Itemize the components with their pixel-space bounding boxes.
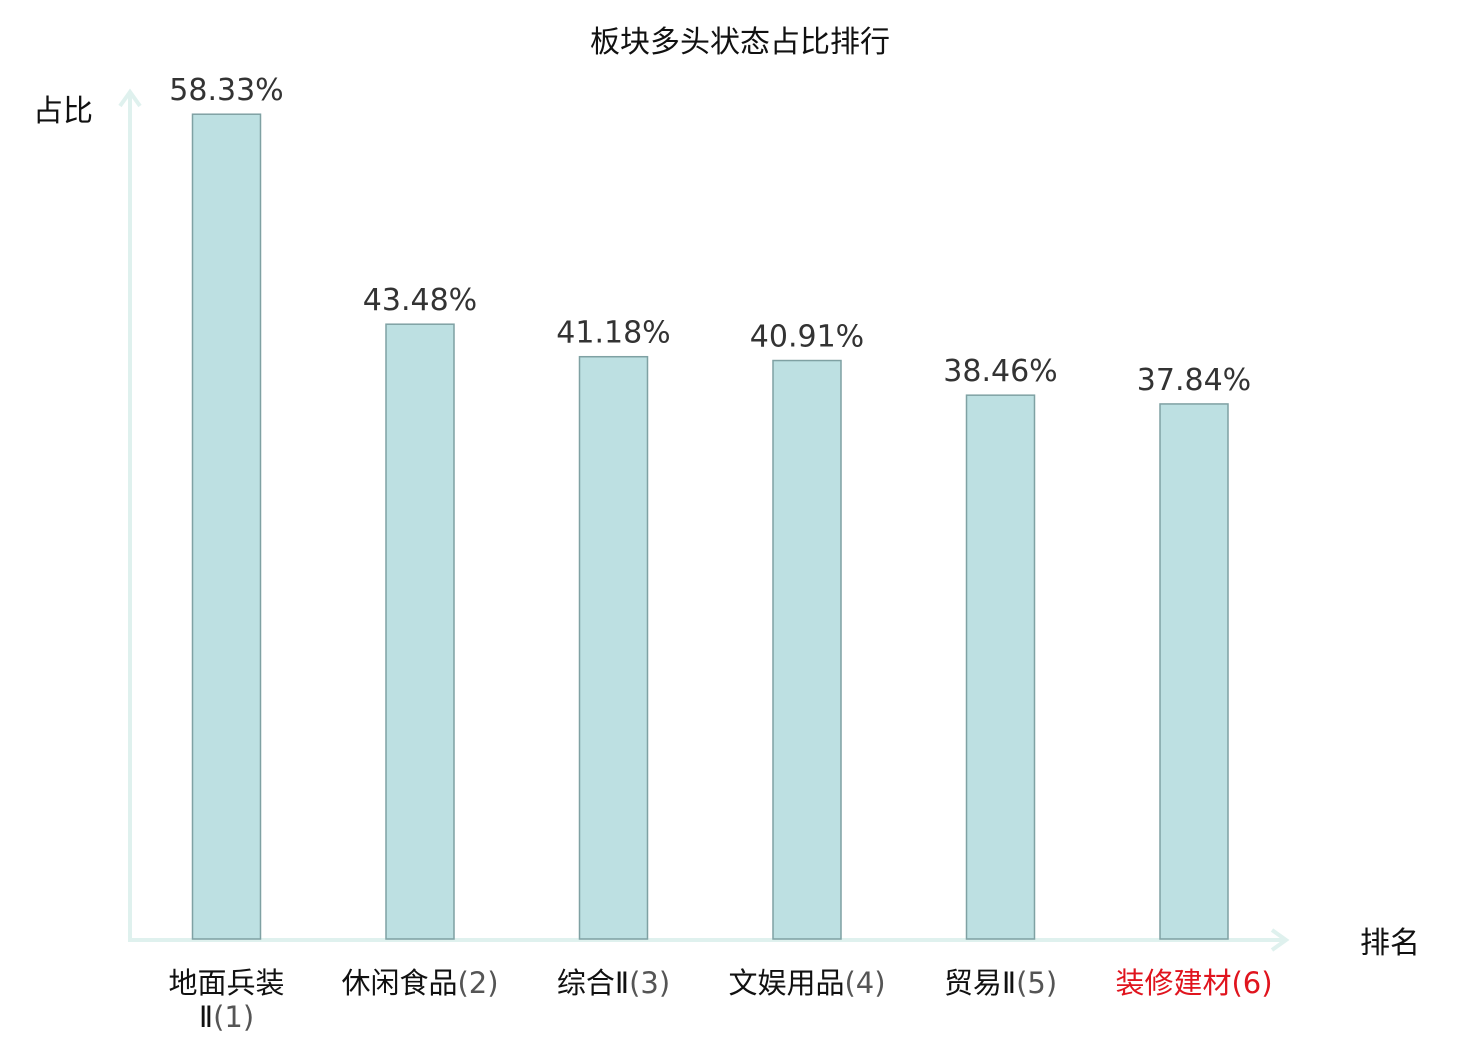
- category-name: 文娱用品: [728, 966, 844, 1000]
- category-label: 文娱用品(4): [728, 966, 885, 1000]
- value-label: 40.91%: [750, 320, 864, 355]
- y-axis-label: 占比: [33, 94, 93, 129]
- category-name: 装修建材: [1115, 966, 1231, 1000]
- category-label: Ⅱ(1): [199, 1000, 254, 1034]
- category-name: 综合Ⅱ: [557, 966, 629, 1000]
- bar: [578, 355, 649, 940]
- category-label: 休闲食品(2): [341, 966, 498, 1000]
- bar: [1159, 403, 1229, 940]
- chart-title: 板块多头状态占比排行: [590, 25, 890, 60]
- value-label: 43.48%: [363, 283, 477, 318]
- category-label: 装修建材(6): [1115, 966, 1272, 1000]
- bar: [965, 394, 1036, 940]
- bar: [772, 359, 842, 940]
- category-name: 地面兵装: [168, 966, 284, 1000]
- category-rank: (4): [844, 966, 885, 1000]
- category-rank: (6): [1231, 966, 1272, 1000]
- value-label: 58.33%: [169, 73, 283, 108]
- y-axis: [118, 88, 142, 940]
- category-rank: (1): [213, 1000, 254, 1034]
- category-label: 贸易Ⅱ(5): [944, 966, 1057, 1000]
- value-labels: 58.33% 43.48% 41.18% 40.91% 38.46% 37.84%: [169, 73, 1251, 398]
- category-name: 贸易Ⅱ: [944, 966, 1016, 1000]
- category-name: Ⅱ: [199, 1000, 213, 1034]
- category-label: 综合Ⅱ(3): [557, 966, 670, 1000]
- x-axis-label: 排名: [1360, 926, 1420, 961]
- bar-series: [191, 113, 1229, 940]
- value-label: 38.46%: [943, 354, 1057, 389]
- category-rank: (2): [457, 966, 498, 1000]
- bar: [191, 113, 262, 940]
- category-rank: (3): [629, 966, 670, 1000]
- bar: [385, 323, 455, 940]
- category-label: 地面兵装: [168, 966, 284, 1000]
- x-axis: [128, 928, 1290, 952]
- value-label: 37.84%: [1137, 363, 1251, 398]
- value-label: 41.18%: [556, 316, 670, 351]
- category-rank: (5): [1016, 966, 1057, 1000]
- category-name: 休闲食品: [341, 966, 457, 1000]
